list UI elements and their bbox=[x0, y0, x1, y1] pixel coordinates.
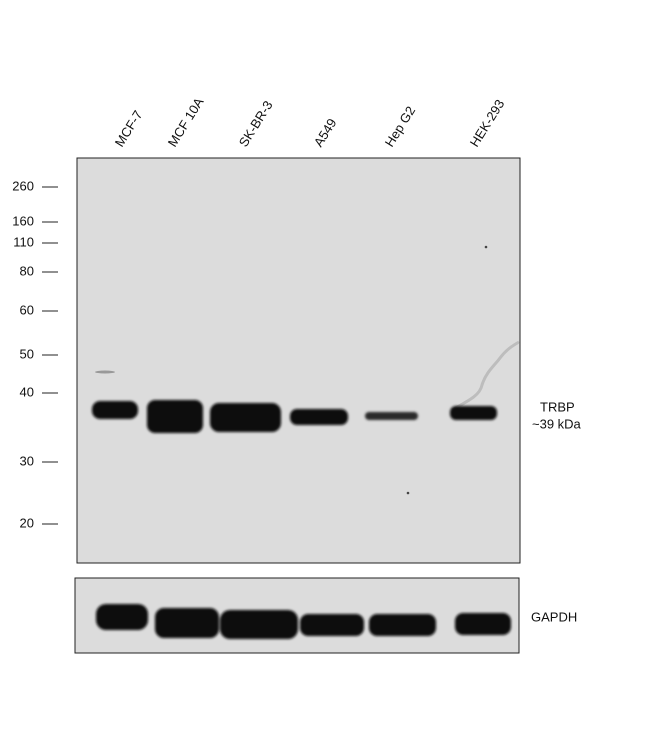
band bbox=[290, 409, 348, 425]
artifact bbox=[95, 370, 115, 374]
band bbox=[450, 406, 497, 420]
marker-label: 40 bbox=[20, 384, 34, 399]
band bbox=[220, 610, 298, 639]
marker-ladder: 260 160 110 80 60 50 40 30 20 bbox=[12, 178, 58, 530]
band bbox=[210, 403, 281, 432]
size-label: ~39 kDa bbox=[532, 416, 582, 431]
artifact bbox=[451, 340, 520, 412]
marker-label: 50 bbox=[20, 346, 34, 361]
marker-label: 110 bbox=[13, 234, 34, 249]
lane-label: Hep G2 bbox=[382, 103, 418, 149]
lane-label: A549 bbox=[311, 116, 340, 150]
artifact bbox=[484, 245, 488, 249]
band bbox=[300, 614, 364, 636]
lane-label: SK-BR-3 bbox=[236, 98, 276, 149]
band bbox=[369, 614, 436, 636]
band bbox=[147, 400, 203, 433]
loading-control-blot bbox=[74, 577, 520, 654]
loading-control-label: GAPDH bbox=[531, 609, 577, 624]
marker-label: 30 bbox=[20, 453, 34, 468]
band bbox=[155, 608, 219, 638]
lane-labels: MCF-7 MCF 10A SK-BR-3 A549 Hep G2 HEK-29… bbox=[112, 95, 508, 150]
blot-panel bbox=[74, 577, 520, 654]
lane-label: MCF 10A bbox=[165, 95, 207, 150]
lane-label: MCF-7 bbox=[112, 108, 146, 150]
artifact bbox=[406, 491, 410, 495]
band bbox=[92, 401, 138, 419]
band bbox=[455, 613, 511, 635]
target-label: TRBP bbox=[540, 399, 575, 414]
lane-label: HEK-293 bbox=[467, 97, 508, 150]
marker-label: 60 bbox=[20, 302, 34, 317]
blot-panel bbox=[76, 157, 521, 564]
marker-label: 80 bbox=[20, 263, 34, 278]
band bbox=[96, 604, 148, 630]
marker-label: 260 bbox=[12, 178, 34, 193]
marker-label: 160 bbox=[12, 213, 34, 228]
marker-label: 20 bbox=[20, 515, 34, 530]
target-blot bbox=[76, 157, 521, 564]
band bbox=[365, 412, 418, 420]
